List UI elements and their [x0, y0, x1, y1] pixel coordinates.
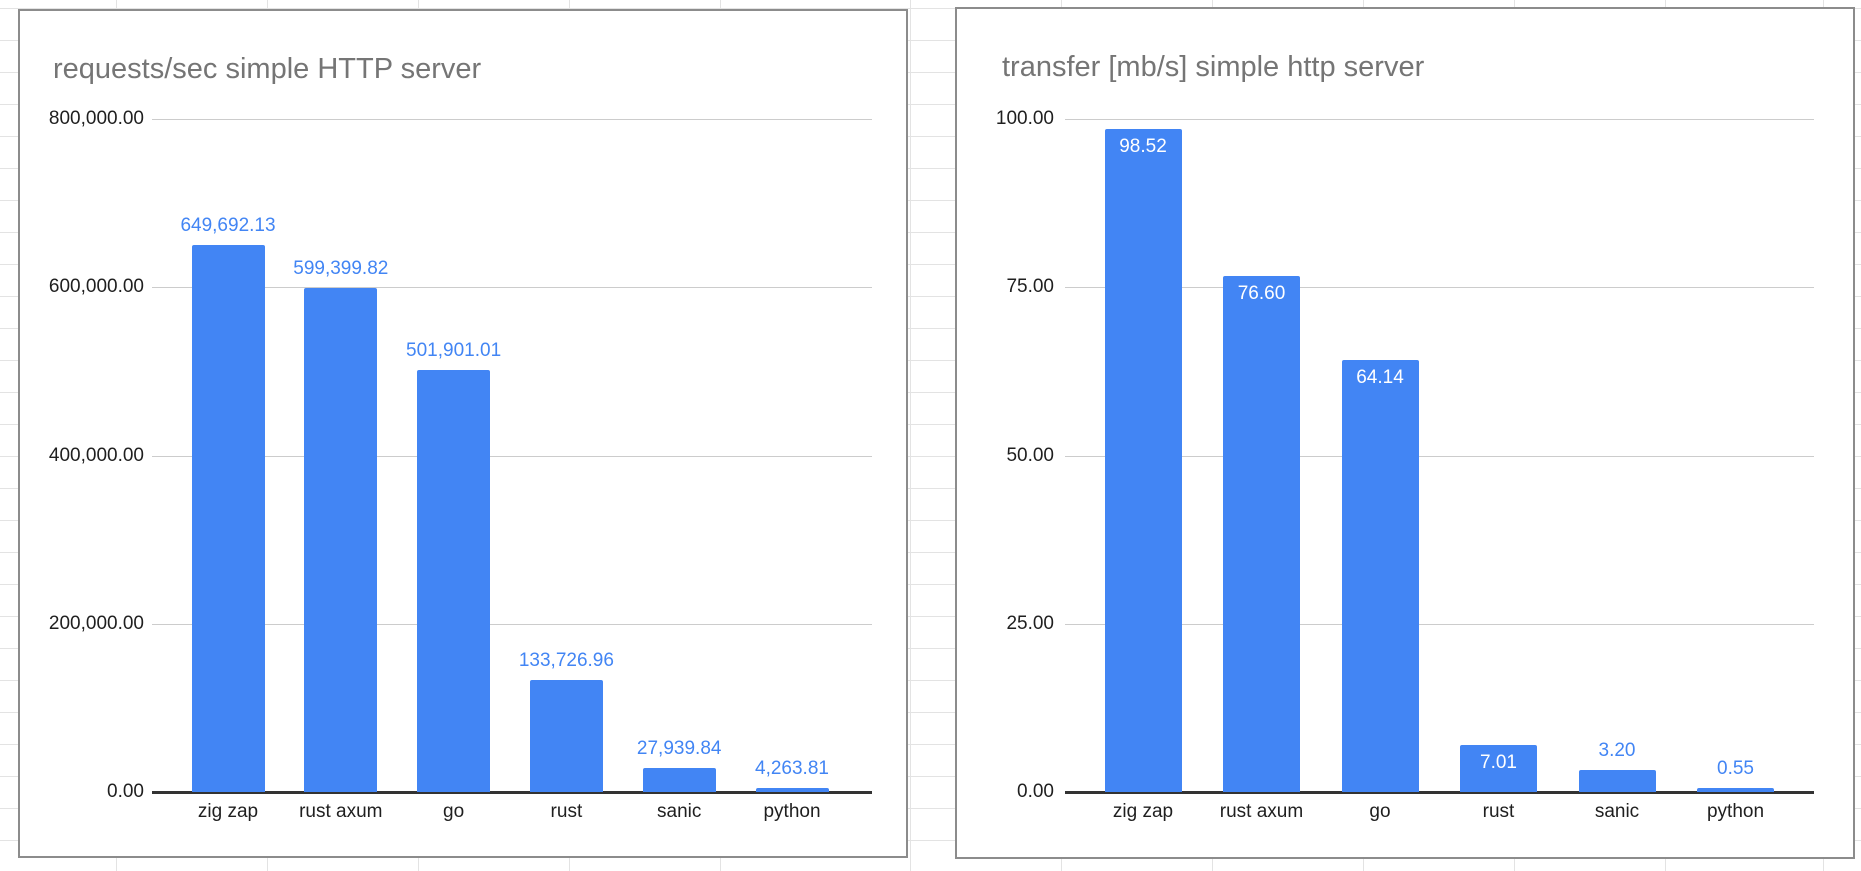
bar-rust-axum[interactable] — [1223, 276, 1300, 792]
bar-value-label: 27,939.84 — [636, 738, 722, 760]
x-axis-category-label: sanic — [1594, 801, 1640, 822]
x-axis-line — [1065, 791, 1814, 794]
x-axis-category-label: python — [763, 801, 821, 822]
bar-value-label: 133,726.96 — [518, 649, 614, 671]
y-axis-tick-label: 800,000.00 — [48, 108, 144, 129]
x-axis-category-label: go — [443, 801, 465, 822]
y-axis-tick-label: 75.00 — [1006, 276, 1054, 298]
chart-title: requests/sec simple HTTP server — [53, 53, 482, 85]
y-axis-tick-label: 0.00 — [107, 781, 144, 802]
y-axis-tick-label: 400,000.00 — [48, 444, 144, 466]
x-axis-category-label: go — [1369, 801, 1391, 822]
y-axis-tick-label: 100.00 — [995, 108, 1054, 129]
bar-sanic[interactable] — [1578, 770, 1656, 792]
y-gridline — [1065, 623, 1814, 625]
bar-zig-zap[interactable] — [191, 245, 265, 792]
y-axis-tick-label: 600,000.00 — [48, 276, 144, 298]
chart-card-transfer-mbps[interactable]: transfer [mb/s] simple http server 100.0… — [955, 7, 1855, 859]
bar-go[interactable] — [417, 369, 491, 792]
y-gridline — [1065, 119, 1814, 120]
x-axis-category-label: rust axum — [299, 801, 383, 822]
x-axis-line — [152, 791, 872, 794]
bar-rust[interactable] — [1460, 744, 1537, 792]
y-axis-tick-label: 50.00 — [1006, 444, 1054, 466]
x-axis-category-label: rust — [550, 801, 583, 822]
bar-zig-zap[interactable] — [1104, 128, 1182, 792]
sheet-column-gridline — [910, 0, 911, 871]
bar-value-label: 649,692.13 — [180, 215, 276, 237]
y-gridline — [152, 287, 872, 289]
x-axis-category-label: rust axum — [1219, 801, 1304, 822]
bar-value-label: 64.14 — [1356, 367, 1404, 389]
x-axis-category-label: rust — [1482, 801, 1515, 822]
x-axis-category-label: zig zap — [1112, 801, 1174, 822]
bar-value-label: 7.01 — [1480, 751, 1517, 773]
bar-value-label: 76.60 — [1237, 283, 1286, 305]
x-axis-category-label: sanic — [657, 801, 702, 822]
x-axis-category-label: python — [1706, 801, 1765, 822]
y-gridline — [152, 623, 872, 625]
bar-sanic[interactable] — [642, 768, 716, 792]
y-gridline — [152, 119, 872, 120]
bar-value-label: 501,901.01 — [406, 339, 502, 361]
bar-rust-axum[interactable] — [304, 287, 378, 792]
chart-title: transfer [mb/s] simple http server — [1002, 51, 1425, 83]
x-axis-category-label: zig zap — [197, 801, 259, 822]
bar-value-label: 98.52 — [1119, 135, 1167, 157]
y-axis-tick-label: 25.00 — [1006, 612, 1054, 634]
bar-rust[interactable] — [529, 679, 603, 792]
y-axis-tick-label: 0.00 — [1017, 781, 1054, 802]
y-gridline — [1065, 287, 1814, 289]
bar-python[interactable] — [1697, 788, 1774, 792]
y-axis-tick-label: 200,000.00 — [48, 612, 144, 634]
y-gridline — [152, 455, 872, 457]
bar-value-label: 4,263.81 — [755, 758, 829, 780]
bar-value-label: 0.55 — [1717, 758, 1754, 780]
bar-value-label: 599,399.82 — [293, 257, 389, 279]
chart-card-requests-per-sec[interactable]: requests/sec simple HTTP server 800,000.… — [18, 9, 908, 858]
y-gridline — [1065, 455, 1814, 457]
bar-go[interactable] — [1341, 360, 1419, 792]
bar-value-label: 3.20 — [1598, 740, 1636, 762]
bar-python[interactable] — [755, 788, 829, 792]
